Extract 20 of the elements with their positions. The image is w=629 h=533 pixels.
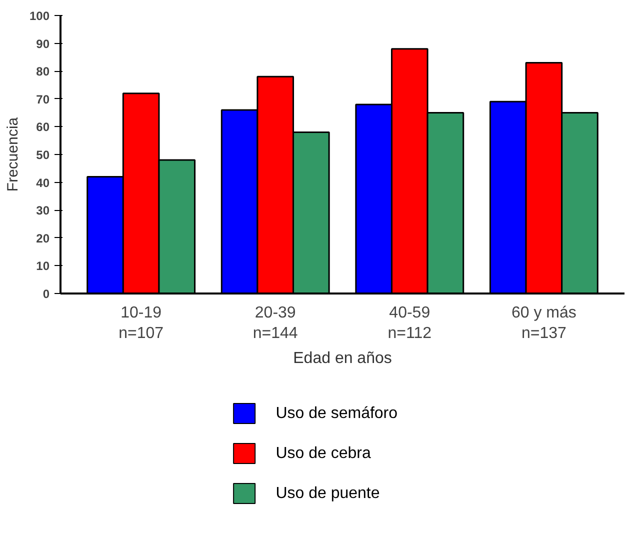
y-tick-label: 40 — [36, 176, 50, 190]
y-tick-label: 20 — [36, 231, 50, 246]
legend-label: Uso de puente — [276, 485, 380, 502]
y-tick-label: 100 — [29, 9, 50, 23]
x-tick-label: 40-59 n=112 — [388, 304, 432, 342]
y-tick-label: 10 — [36, 259, 50, 274]
legend-label: Uso de cebra — [276, 445, 371, 462]
y-tick-label: 70 — [36, 92, 50, 106]
y-tick-label: 60 — [36, 120, 50, 134]
x-tick-label: 60 y más n=137 — [511, 304, 576, 342]
y-tick-label: 50 — [36, 148, 50, 162]
x-tick-label: 10-19 n=107 — [118, 304, 164, 342]
y-tick-label: 30 — [36, 204, 50, 218]
y-tick-label: 80 — [36, 64, 50, 79]
y-tick-label: 0 — [42, 287, 50, 301]
y-axis-title: Frecuencia — [4, 116, 22, 192]
y-tick-label: 90 — [36, 36, 50, 51]
x-tick-label: 20-39 n=144 — [252, 304, 298, 342]
legend-label: Uso de semáforo — [276, 405, 398, 422]
x-axis-title: Edad en años — [293, 350, 392, 367]
